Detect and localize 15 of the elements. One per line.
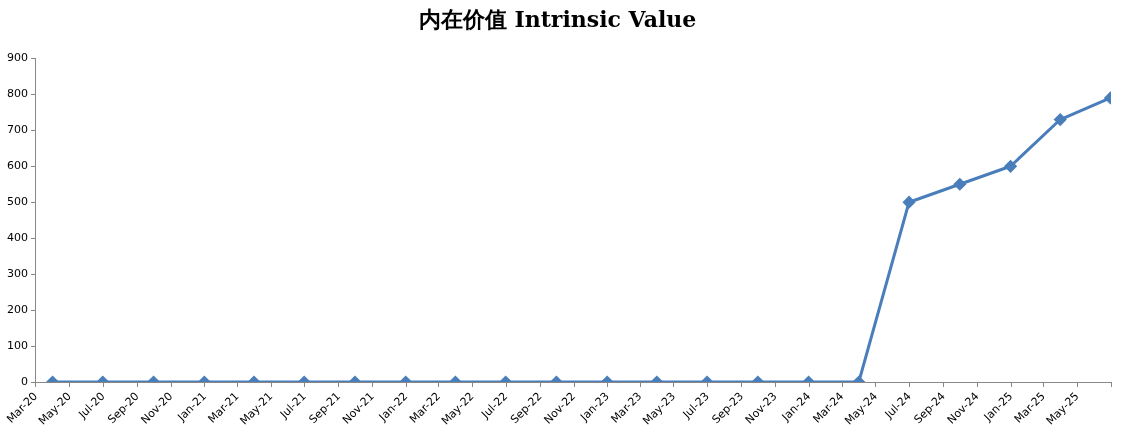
chart-title: 内在价值 Intrinsic Value bbox=[418, 5, 697, 32]
y-tick-label: 900 bbox=[7, 51, 28, 65]
y-tick-label: 100 bbox=[7, 338, 28, 352]
point bbox=[1004, 160, 1017, 173]
y-tick-label: 0 bbox=[21, 374, 28, 388]
point bbox=[903, 196, 916, 209]
y-tick-label: 200 bbox=[7, 302, 28, 316]
y-tick-label: 800 bbox=[7, 87, 28, 101]
y-tick-label: 600 bbox=[7, 159, 28, 173]
y-tick-label: 500 bbox=[7, 195, 28, 209]
y-tick-label: 300 bbox=[7, 267, 28, 280]
point bbox=[1054, 113, 1067, 126]
y-tick-label: 400 bbox=[7, 231, 28, 245]
y-tick-label: 700 bbox=[7, 123, 28, 137]
point bbox=[953, 178, 966, 191]
